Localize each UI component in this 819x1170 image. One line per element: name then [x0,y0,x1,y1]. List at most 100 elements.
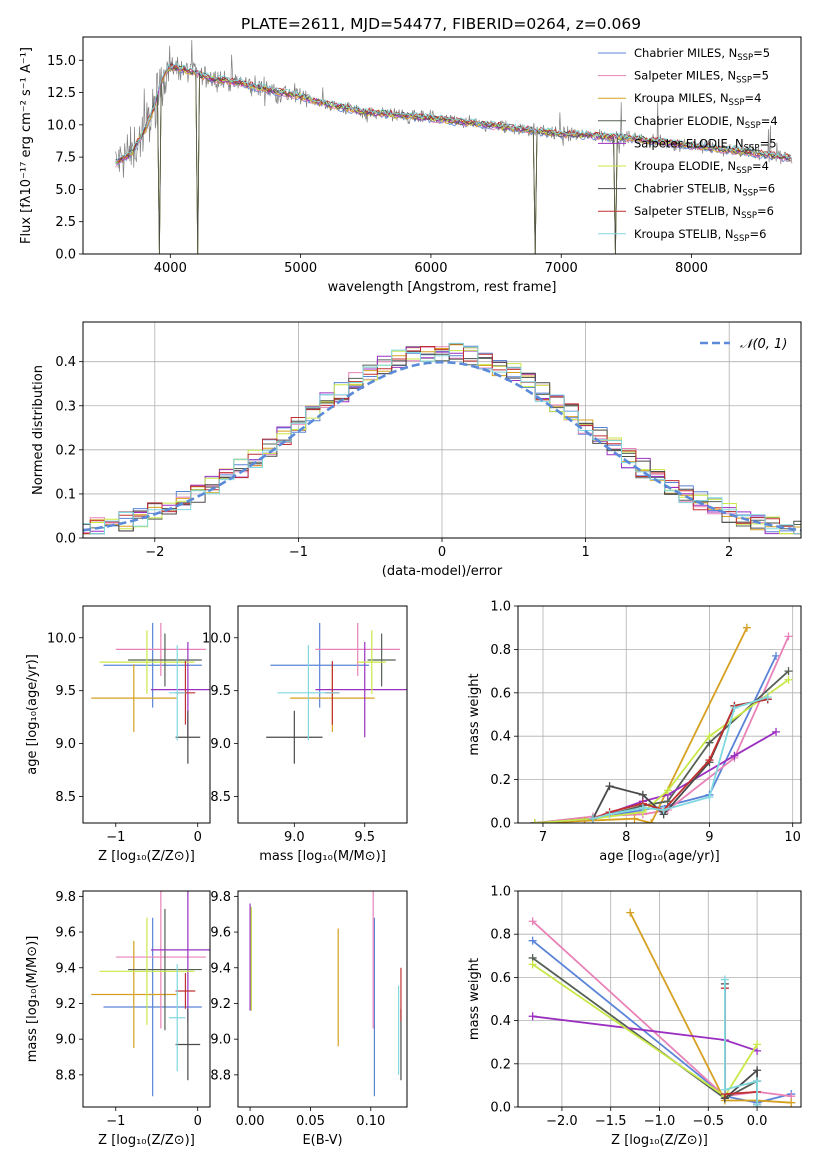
residuals-ytick-label: 0.1 [55,487,76,502]
weight-line [534,636,790,823]
legend-label: Kroupa MILES, N [634,91,729,105]
age-vs-z-plot-area [91,622,210,764]
mass-vs-ebv-ytick-label: 8.8 [210,1068,231,1083]
weight-marker [659,805,668,814]
weight-vs-age-ytick-label: 0.6 [490,686,511,701]
legend-suffix: =5 [760,136,777,150]
weight-vs-age-panel: 7 8 9 10 0.0 0.2 0.4 0.6 0.8 1.0 age [log₁₀(age/yr… [467,600,802,864]
age-vs-mass-xlabel: mass [log₁₀(M/M⊙)] [259,849,386,864]
weight-vs-age-ytick-label: 1.0 [490,600,511,615]
spectrum-xtick-label: 6000 [414,261,447,276]
mass-vs-ebv-plot-area [249,891,402,1097]
weight-line [532,940,792,1104]
weight-line [724,979,758,1105]
weight-marker [663,786,672,795]
mass-vs-z-ytick-label: 9.6 [55,926,76,941]
legend-label: Chabrier MILES, N [634,46,737,60]
weight-marker [528,936,537,945]
weight-marker [705,732,714,741]
weight-vs-age-frame [517,605,802,824]
residuals-ytick-label: 0.0 [55,532,76,547]
weight-marker [730,751,739,760]
age-vs-mass-plot-area [266,622,407,764]
weight-vs-z-panel: −2.0 −1.5 −1.0 −0.5 0.0 0.0 0.2 0.4 0.6 0.8 1.0 Z [… [467,885,802,1148]
weight-marker [605,810,614,819]
spectrum-model-line [115,63,791,164]
residuals-xlabel: (data-model)/error [382,564,503,579]
weight-vs-z-ytick-label: 0.6 [490,971,511,986]
weight-marker [772,727,781,736]
weight-marker [528,960,537,969]
weight-vs-age-xtick-label: 9 [705,830,713,845]
legend-entry: Chabrier MILES, NSSP=5 [634,46,770,63]
weight-line [629,912,792,1104]
weight-marker [753,1077,762,1086]
age-vs-z-panel: −1 0 8.5 9.0 9.5 10.0 Z [log₁₀(Z/Z⊙)] age [log₁… [25,605,211,864]
legend-sub: SSP [744,143,760,153]
mass-vs-z-ytick-label: 8.8 [55,1068,76,1083]
weight-vs-age-ytick-label: 0.2 [490,773,511,788]
spectrum-ytick-label: 5.0 [55,183,76,198]
mass-vs-z-ytick-label: 9.0 [55,1033,76,1048]
residuals-xtick-label: −1 [289,545,308,560]
age-vs-z-ytick-label: 9.0 [55,737,76,752]
weight-vs-z-xtick-label: −1.5 [595,1114,627,1129]
mass-vs-ebv-xlabel: E(B-V) [302,1133,342,1148]
weight-marker [605,782,614,791]
age-vs-z-ylabel: age [log₁₀(age/yr)] [25,654,40,775]
weight-marker [763,693,772,702]
age-vs-mass-xtick-label: 9.0 [284,830,305,845]
weight-marker [630,814,639,823]
mass-vs-z-xlabel: Z [log₁₀(Z/Z⊙)] [98,1133,195,1148]
legend-label: Chabrier STELIB, N [634,182,742,196]
weight-vs-z-ylabel: mass weight [467,958,482,1040]
weight-vs-age-xtick-label: 10 [784,830,801,845]
spectrum-ytick-label: 2.5 [55,215,76,230]
residuals-xtick-label: 1 [581,545,589,560]
age-vs-mass-frame [237,605,408,824]
residuals-ytick-label: 0.2 [55,443,76,458]
spectrum-ytick-label: 0.0 [55,248,76,263]
legend-sub: SSP [734,234,750,244]
legend-suffix: =4 [744,91,761,105]
weight-vs-z-ytick-label: 0.0 [490,1101,511,1116]
age-vs-z-xlabel: Z [log₁₀(Z/Z⊙)] [98,849,195,864]
age-vs-mass-panel: 9.0 9.5 8.5 9.0 9.5 10.0 mass [log₁₀(M/M⊙)] [202,605,408,864]
residuals-ylabel: Normed distribution [31,365,46,495]
residual-histogram-line [83,351,801,535]
legend-label: Kroupa STELIB, N [634,227,734,241]
mass-vs-ebv-panel: 0.00 0.05 0.10 8.8 9.0 9.2 9.4 9.6 9.8 E(B-V) [210,890,408,1148]
weight-line [534,679,790,823]
residuals-ytick-label: 0.3 [55,399,76,414]
weight-marker [784,667,793,676]
legend-sub: SSP [741,211,757,221]
weight-marker [742,623,751,632]
spectrum-ylabel: Flux [fλ10⁻¹⁷ erg cm⁻² s⁻¹ A⁻¹] [19,47,34,244]
weight-vs-z-xtick-label: −1.0 [644,1114,676,1129]
weight-marker [588,814,597,823]
legend-entry: Kroupa ELODIE, NSSP=4 [634,159,769,176]
weight-marker [720,1085,729,1094]
residual-histogram-line [83,342,801,535]
weight-vs-z-xtick-label: 0.0 [747,1114,768,1129]
weight-marker [772,651,781,660]
mass-vs-z-panel: −1 0 8.8 9.0 9.2 9.4 9.6 9.8 Z [log₁₀(Z/Z⊙)] mass… [25,890,211,1148]
residuals-ytick-label: 0.4 [55,355,76,370]
legend-entry: Salpeter ELODIE, NSSP=5 [634,136,777,153]
weight-vs-z-xtick-label: −2.0 [546,1114,578,1129]
age-vs-mass-ytick-label: 8.5 [210,790,231,805]
weight-marker [787,1098,796,1107]
spectrum-xtick-label: 7000 [545,261,578,276]
mass-vs-ebv-ytick-label: 9.6 [210,926,231,941]
age-vs-mass-ytick-label: 9.5 [210,684,231,699]
mass-vs-z-xtick-label: 0 [194,1114,202,1129]
spectrum-ytick-label: 15.0 [47,54,76,69]
legend-suffix: =5 [753,46,770,60]
legend-sub: SSP [729,98,745,108]
spectrum-title: PLATE=2611, MJD=54477, FIBERID=0264, z=0… [241,15,641,33]
legend-sub: SSP [737,53,753,63]
weight-vs-z-ytick-label: 0.8 [490,928,511,943]
mass-vs-ebv-ytick-label: 9.4 [210,961,231,976]
weight-vs-z-xtick-label: −0.5 [693,1114,725,1129]
weight-marker [753,1066,762,1075]
